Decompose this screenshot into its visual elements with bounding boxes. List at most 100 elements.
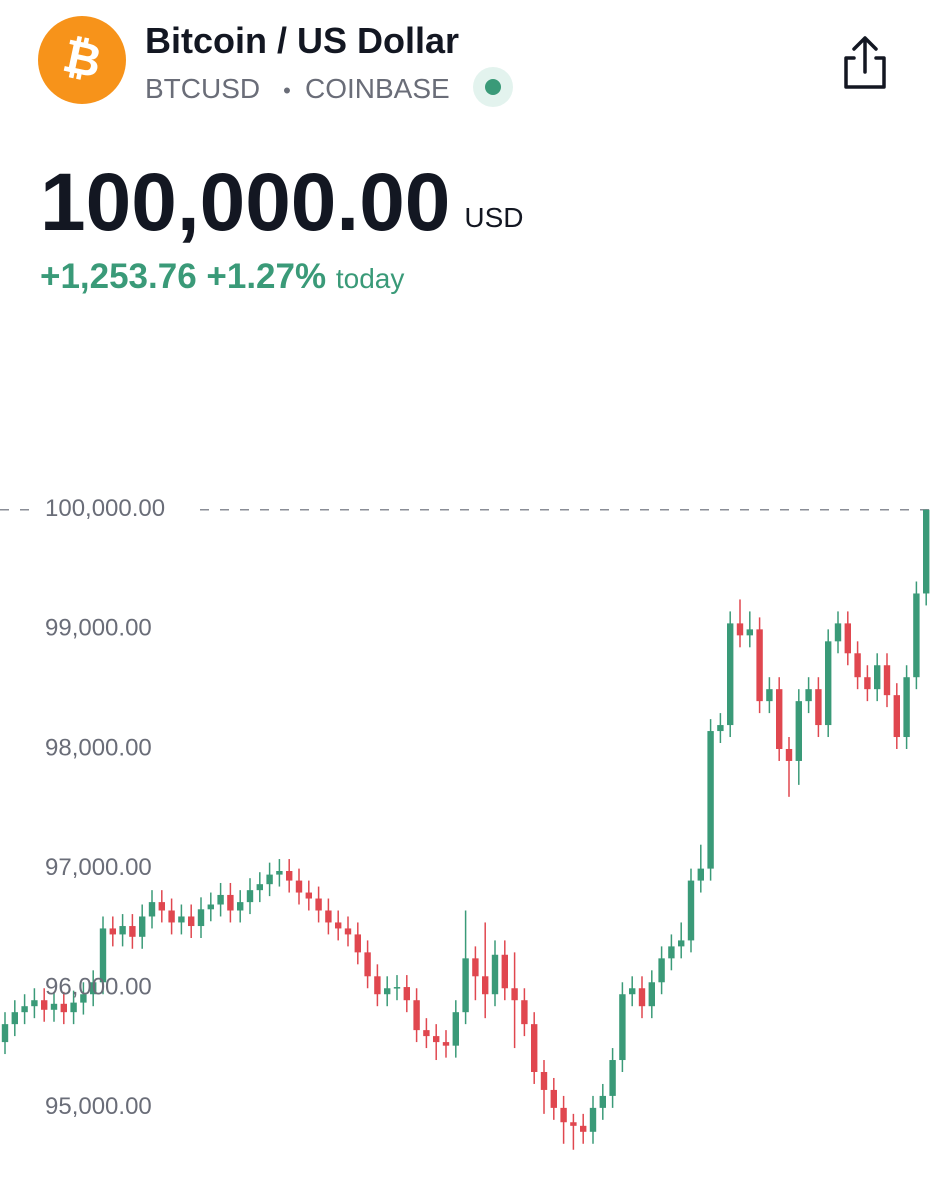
y-tick-label: 99,000.00 — [45, 615, 152, 642]
candle-body — [148, 902, 156, 917]
candle-body — [746, 629, 753, 636]
candle-body — [511, 988, 518, 1001]
share-button[interactable] — [844, 36, 886, 89]
candle-body — [266, 874, 273, 885]
candle-body — [217, 894, 224, 905]
candle-body — [158, 902, 165, 911]
candle-body — [825, 641, 832, 726]
candle-body — [423, 1030, 430, 1037]
candle-body — [501, 954, 508, 989]
candle-body — [736, 623, 744, 636]
currency: USD — [464, 202, 523, 233]
candle-body — [99, 928, 107, 983]
candle-body — [805, 689, 812, 702]
candle-body — [60, 1003, 67, 1013]
candle-body — [325, 910, 332, 923]
candle-body — [648, 982, 655, 1007]
candle-body — [550, 1089, 557, 1108]
y-tick-label: 96,000.00 — [45, 974, 152, 1001]
candle-body — [609, 1060, 616, 1096]
candle-body — [442, 1042, 450, 1046]
candle-body — [785, 748, 793, 761]
candle-body — [874, 665, 881, 690]
chart: 95,000.00 96,000.00 97,000.00 98,000.00 99,0… — [0, 493, 936, 1150]
candle-body — [11, 1012, 18, 1025]
candle-body — [315, 898, 322, 911]
y-tick-label: 98,000.00 — [45, 734, 152, 761]
candle-body — [756, 629, 763, 702]
candle-body — [560, 1107, 567, 1123]
candle-body — [227, 894, 234, 911]
candle-body — [629, 988, 636, 995]
candle-body — [913, 593, 920, 678]
candle-body — [462, 958, 469, 1013]
candle-body — [864, 677, 871, 690]
candle-body — [31, 1000, 38, 1007]
candle-body — [678, 940, 685, 947]
y-tick-label: 100,000.00 — [45, 495, 165, 522]
price-change: +1,253.76 +1.27% today — [40, 257, 404, 296]
share-arrow — [852, 36, 878, 74]
candle-body — [178, 916, 185, 923]
candle-body — [354, 934, 361, 953]
candle-body — [393, 987, 401, 989]
candle-body — [472, 958, 479, 977]
candle-body — [923, 509, 930, 594]
logo: ₿ — [38, 16, 126, 104]
candle-body — [1, 1024, 9, 1043]
change-abs: +1,253.76 — [40, 257, 197, 296]
candle-body — [286, 871, 293, 881]
candle-body — [697, 868, 704, 881]
status-dot — [485, 79, 501, 95]
candle-body — [776, 689, 783, 749]
candle-body — [570, 1122, 577, 1126]
candle-body — [90, 982, 97, 995]
candle-body — [246, 890, 254, 903]
candle-body — [237, 902, 244, 911]
candle-body — [139, 916, 146, 937]
separator: • — [283, 78, 291, 103]
candle-body — [80, 994, 87, 1003]
candle-body — [119, 926, 126, 935]
candle-body — [364, 952, 371, 977]
candle-body — [276, 871, 283, 875]
candle-body — [482, 976, 489, 995]
candle-body — [580, 1125, 587, 1132]
candle-body — [256, 884, 263, 891]
candle-body — [50, 1003, 58, 1010]
candle-body — [795, 701, 802, 761]
candle-body — [70, 1002, 77, 1013]
y-tick-label: 97,000.00 — [45, 854, 152, 881]
price: 100,000.00 — [40, 157, 450, 248]
candle-body — [717, 725, 724, 732]
candle-body — [668, 946, 675, 959]
candle-body — [540, 1071, 548, 1090]
candle-body — [815, 689, 822, 726]
candle-body — [129, 926, 136, 937]
candle-body — [41, 1000, 48, 1010]
candle-body — [491, 954, 499, 995]
symbol-ticker: BTCUSD — [145, 73, 260, 104]
candle-body — [844, 623, 851, 654]
candle-body — [374, 976, 381, 995]
candle-body — [766, 689, 773, 702]
candle-body — [531, 1024, 538, 1072]
candle-body — [344, 928, 352, 935]
candle-body — [21, 1006, 28, 1013]
candle-body — [403, 987, 410, 1001]
candle-body — [188, 916, 195, 927]
y-tick-label-bg — [38, 493, 198, 526]
candle-body — [384, 988, 391, 995]
candle-body — [727, 623, 734, 726]
exchange: COINBASE — [305, 73, 450, 104]
candle-body — [197, 909, 205, 927]
candle-body — [619, 994, 626, 1061]
candle-body — [638, 988, 646, 1007]
change-pct: +1.27% — [206, 257, 326, 296]
candle-body — [433, 1036, 440, 1043]
candle-body — [687, 880, 695, 941]
candle-body — [883, 665, 891, 696]
candle-body — [295, 880, 303, 893]
candle-body — [335, 922, 342, 929]
